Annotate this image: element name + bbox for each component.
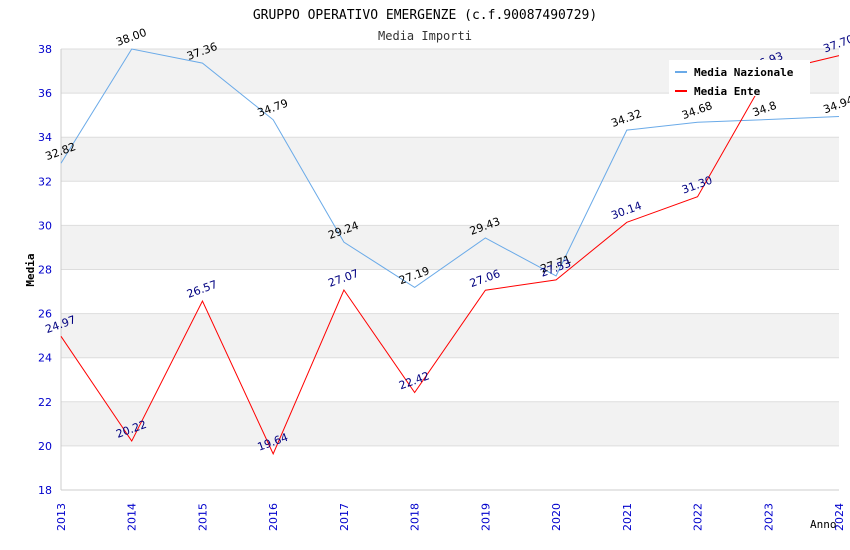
x-tick-label: 2014 (126, 503, 139, 531)
y-tick-label: 36 (38, 87, 52, 100)
y-axis-label: Media (24, 253, 37, 286)
axes (60, 49, 839, 491)
x-tick-label: 2017 (338, 503, 351, 531)
data-label: 22.42 (397, 369, 431, 392)
x-tick-label: 2021 (621, 503, 634, 531)
legend: Media Nazionale Media Ente (669, 60, 810, 98)
series-lines (60, 48, 840, 456)
data-label: 34.94 (822, 93, 850, 116)
x-axis-label: Anno (810, 518, 837, 531)
x-tick-label: 2019 (479, 503, 492, 531)
y-tick-label: 28 (38, 264, 52, 277)
x-tick-label: 2018 (409, 503, 422, 531)
data-label: 26.57 (185, 278, 219, 301)
x-tick-label: 2022 (692, 503, 705, 531)
x-tick-label: 2023 (762, 503, 775, 531)
series-line (60, 48, 840, 288)
background-bands (61, 49, 839, 446)
x-tick-label: 2020 (550, 503, 563, 531)
data-label: 30.14 (609, 199, 643, 222)
y-tick-label: 34 (38, 131, 52, 144)
data-label: 34.68 (680, 99, 714, 122)
background-band (61, 313, 839, 358)
y-tick-label: 30 (38, 219, 52, 232)
x-tick-label: 2016 (267, 503, 280, 531)
y-tick-label: 20 (38, 440, 52, 453)
data-label: 38.00 (114, 26, 148, 49)
legend-entry: Media Ente (694, 85, 761, 98)
y-tick-label: 26 (38, 308, 52, 321)
data-label: 34.79 (256, 97, 290, 120)
chart-subtitle: Media Importi (378, 29, 472, 43)
background-band (61, 401, 839, 446)
y-tick-label: 18 (38, 484, 52, 497)
x-tick-label: 2024 (833, 503, 846, 531)
y-tick-label: 24 (38, 352, 52, 365)
data-label: 34.8 (751, 99, 778, 120)
x-tick-label: 2015 (196, 503, 209, 531)
data-label: 27.07 (326, 267, 360, 290)
data-label: 27.06 (468, 267, 502, 290)
chart-title: GRUPPO OPERATIVO EMERGENZE (c.f.90087490… (253, 8, 597, 23)
gridlines (61, 48, 839, 491)
y-tick-labels: 18 20 22 24 26 28 30 32 34 36 38 (38, 43, 52, 497)
x-tick-labels: 2013 2014 2015 2016 2017 2018 2019 2020 2021 2022… (55, 503, 846, 531)
y-tick-label: 38 (38, 43, 52, 56)
legend-entry: Media Nazionale (694, 66, 794, 79)
background-band (61, 137, 839, 182)
y-tick-label: 22 (38, 396, 52, 409)
data-label: 34.32 (609, 107, 643, 130)
x-tick-label: 2013 (55, 503, 68, 531)
series-line (60, 55, 840, 456)
legend-box (669, 60, 810, 96)
y-tick-label: 32 (38, 175, 52, 188)
